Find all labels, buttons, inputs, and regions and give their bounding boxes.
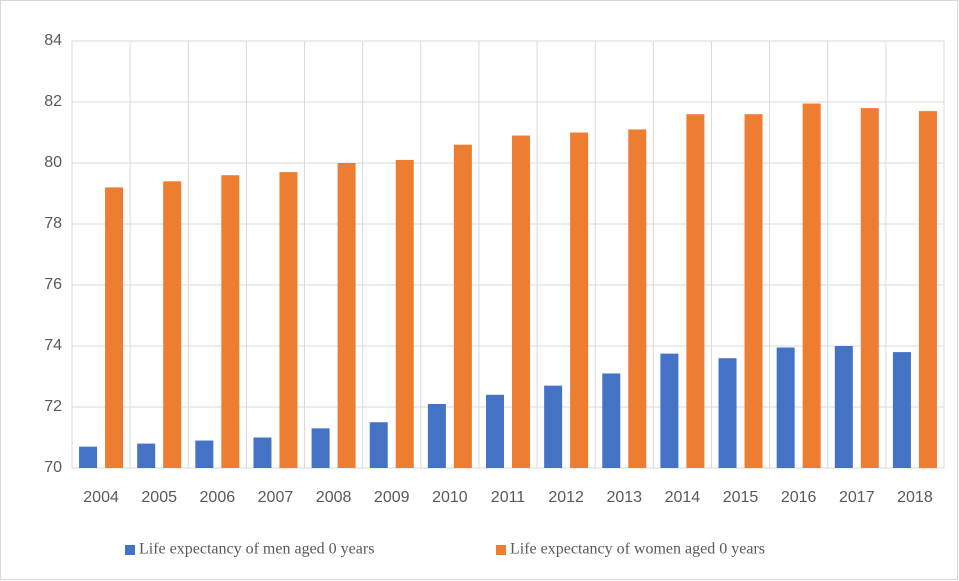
bar (195, 440, 214, 468)
y-tick-label: 82 (44, 93, 62, 110)
bar (311, 428, 330, 468)
x-tick-label: 2016 (781, 489, 817, 506)
bar (427, 403, 446, 468)
y-tick-label: 76 (44, 276, 62, 293)
y-tick-label: 78 (44, 215, 62, 232)
x-tick-label: 2013 (606, 489, 642, 506)
bar (369, 422, 388, 468)
bar (279, 172, 298, 468)
bar (453, 144, 472, 468)
bar (892, 352, 911, 468)
bar (602, 373, 621, 468)
x-tick-label: 2015 (723, 489, 759, 506)
y-tick-label: 72 (44, 398, 62, 415)
x-tick-label: 2012 (548, 489, 584, 506)
bar (776, 347, 795, 468)
bar (544, 385, 563, 468)
x-tick-label: 2004 (83, 489, 119, 506)
bar (802, 103, 821, 469)
x-tick-label: 2018 (897, 489, 933, 506)
bar (105, 187, 124, 468)
y-tick-label: 74 (44, 337, 62, 354)
bar (253, 437, 272, 468)
bar (628, 129, 647, 468)
legend-label: Life expectancy of men aged 0 years (139, 541, 374, 558)
x-tick-label: 2007 (258, 489, 294, 506)
bar (79, 446, 98, 468)
bar (918, 111, 937, 469)
y-tick-label: 84 (44, 32, 62, 49)
bar (395, 159, 414, 468)
x-tick-label: 2008 (316, 489, 352, 506)
legend-label: Life expectancy of women aged 0 years (510, 541, 765, 558)
x-tick-label: 2014 (665, 489, 701, 506)
legend-swatch (496, 545, 506, 555)
bar (163, 181, 182, 469)
x-tick-label: 2010 (432, 489, 468, 506)
x-tick-label: 2006 (200, 489, 236, 506)
bar (337, 163, 356, 468)
bar (512, 135, 530, 469)
bar (660, 353, 679, 468)
bar (744, 114, 763, 468)
bar (718, 358, 737, 468)
bar (486, 394, 504, 468)
x-tick-label: 2009 (374, 489, 410, 506)
y-tick-label: 80 (44, 154, 62, 171)
legend-swatch (125, 545, 135, 555)
bar (834, 346, 853, 468)
x-tick-label: 2017 (839, 489, 875, 506)
bar (860, 108, 879, 468)
bar (137, 443, 156, 468)
bar (686, 114, 705, 468)
y-tick-label: 70 (44, 459, 62, 476)
bar (570, 132, 589, 468)
x-tick-label: 2011 (491, 489, 526, 506)
x-tick-label: 2005 (141, 489, 177, 506)
bar (221, 175, 240, 468)
